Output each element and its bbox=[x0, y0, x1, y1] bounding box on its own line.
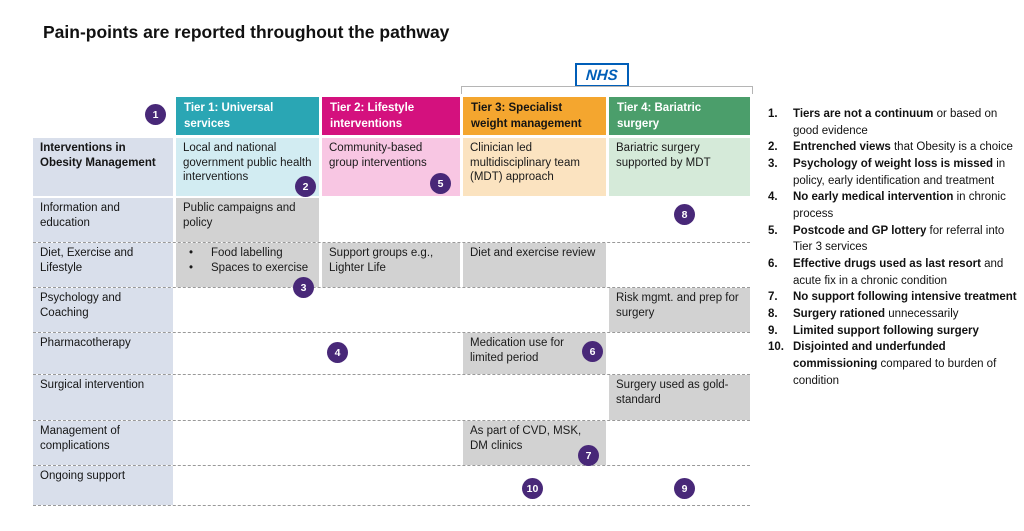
cell-tier4-empty bbox=[609, 333, 750, 374]
pain-badge-9: 9 bbox=[674, 478, 695, 499]
table-row-psychology: Psychology and Coaching Risk mgmt. and p… bbox=[33, 288, 750, 333]
row-label-complications: Management of complications bbox=[33, 421, 173, 465]
cell-tier2-empty bbox=[322, 288, 460, 332]
pain-badge-7: 7 bbox=[578, 445, 599, 466]
row-label-ongoing-support: Ongoing support bbox=[33, 466, 173, 505]
tier1-header: Tier 1: Universal services bbox=[176, 97, 319, 135]
cell-tier3-empty bbox=[463, 198, 606, 242]
cell-tier2-empty bbox=[322, 375, 460, 420]
tier2-header: Tier 2: Lifestyle interventions bbox=[322, 97, 460, 135]
pain-badge-1: 1 bbox=[145, 104, 166, 125]
cell-tier1-empty bbox=[176, 466, 319, 505]
nhs-logo: NHS bbox=[575, 63, 629, 87]
tier4-header: Tier 4: Bariatric surgery bbox=[609, 97, 750, 135]
row-label-interventions: Interventions in Obesity Management bbox=[33, 138, 173, 196]
page-title: Pain-points are reported throughout the … bbox=[43, 22, 450, 42]
pathway-table: Tier 1: Universal services Tier 2: Lifes… bbox=[33, 97, 750, 506]
table-row-information-education: Information and education Public campaig… bbox=[33, 198, 750, 243]
cell-tier1-empty bbox=[176, 375, 319, 420]
pain-badge-2: 2 bbox=[295, 176, 316, 197]
bullet-spaces-to-exercise: Spaces to exercise bbox=[183, 261, 312, 276]
table-row-surgical: Surgical intervention Surgery used as go… bbox=[33, 375, 750, 421]
pain-point-item: 6. Effective drugs used as last resort a… bbox=[768, 258, 1004, 287]
cell-tier4-interventions: Bariatric surgery supported by MDT bbox=[609, 138, 750, 196]
pain-point-item: 2. Entrenched views that Obesity is a ch… bbox=[768, 141, 1013, 154]
tier3-4-bracket bbox=[461, 86, 753, 94]
table-row-pharmacotherapy: Pharmacotherapy Medication use for limit… bbox=[33, 333, 750, 375]
pain-point-item: 7. No support following intensive treatm… bbox=[768, 291, 1017, 304]
tier-header-row: Tier 1: Universal services Tier 2: Lifes… bbox=[33, 97, 750, 135]
cell-tier3-interventions: Clinician led multidisciplinary team (MD… bbox=[463, 138, 606, 196]
cell-tier1-diet-bullets: Food labelling Spaces to exercise bbox=[176, 243, 319, 287]
cell-tier1-public-campaigns: Public campaigns and policy bbox=[176, 198, 319, 242]
row-label-information-education: Information and education bbox=[33, 198, 173, 242]
table-row-complications: Management of complications As part of C… bbox=[33, 421, 750, 466]
pain-point-item: 4. No early medical intervention in chro… bbox=[768, 191, 1006, 221]
cell-tier3-empty bbox=[463, 375, 606, 420]
pain-badge-8: 8 bbox=[674, 204, 695, 225]
pain-point-item: 5. Postcode and GP lottery for referral … bbox=[768, 224, 1005, 254]
pain-point-item: 3. Psychology of weight loss is missed i… bbox=[768, 158, 1006, 187]
cell-tier1-interventions: Local and national government public hea… bbox=[176, 138, 319, 196]
pain-point-item: 1. Tiers are not a continuum or based on… bbox=[768, 108, 998, 137]
cell-tier3-diet-review: Diet and exercise review bbox=[463, 243, 606, 287]
cell-tier2-empty bbox=[322, 466, 460, 505]
cell-tier3-cvd-msk-dm: As part of CVD, MSK, DM clinics bbox=[463, 421, 606, 465]
tier3-header: Tier 3: Specialist weight management bbox=[463, 97, 606, 135]
table-row-ongoing-support: Ongoing support bbox=[33, 466, 750, 506]
cell-tier2-interventions: Community-based group interventions bbox=[322, 138, 460, 196]
pain-badge-3: 3 bbox=[293, 277, 314, 298]
bullet-food-labelling: Food labelling bbox=[183, 246, 312, 261]
row-label-diet-exercise: Diet, Exercise and Lifestyle bbox=[33, 243, 173, 287]
cell-tier4-empty bbox=[609, 421, 750, 465]
cell-tier2-empty bbox=[322, 421, 460, 465]
pain-point-item: 8. Surgery rationed unnecessarily bbox=[768, 308, 959, 321]
table-row-interventions: Interventions in Obesity Management Loca… bbox=[33, 138, 750, 196]
pain-badge-6: 6 bbox=[582, 341, 603, 362]
pain-badge-5: 5 bbox=[430, 173, 451, 194]
cell-tier1-empty bbox=[176, 421, 319, 465]
cell-tier4-empty bbox=[609, 243, 750, 287]
nhs-logo-text: NHS bbox=[585, 66, 619, 84]
pain-badge-10: 10 bbox=[522, 478, 543, 499]
table-row-diet-exercise: Diet, Exercise and Lifestyle Food labell… bbox=[33, 243, 750, 288]
row-label-psychology: Psychology and Coaching bbox=[33, 288, 173, 332]
row-label-pharmacotherapy: Pharmacotherapy bbox=[33, 333, 173, 374]
pain-badge-4: 4 bbox=[327, 342, 348, 363]
cell-tier2-support-groups: Support groups e.g., Lighter Life bbox=[322, 243, 460, 287]
cell-tier3-empty bbox=[463, 288, 606, 332]
cell-tier2-empty bbox=[322, 198, 460, 242]
row-label-surgical: Surgical intervention bbox=[33, 375, 173, 420]
pain-point-item: 9. Limited support following surgery bbox=[768, 324, 979, 337]
pain-point-item: 10. Disjointed and underfunded commissio… bbox=[768, 341, 997, 387]
cell-tier4-risk-mgmt: Risk mgmt. and prep for surgery bbox=[609, 288, 750, 332]
cell-tier1-empty bbox=[176, 333, 319, 374]
cell-tier4-surgery-gold: Surgery used as gold-standard bbox=[609, 375, 750, 420]
pain-points-list: 1. Tiers are not a continuum or based on… bbox=[768, 106, 1018, 389]
